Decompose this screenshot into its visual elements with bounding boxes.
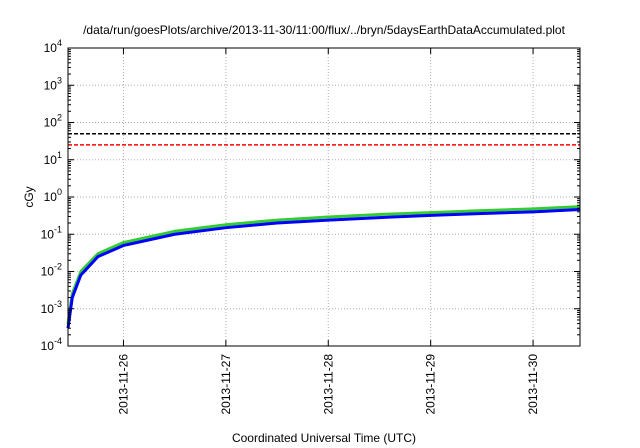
x-tick-label: 2013-11-27 <box>219 354 233 415</box>
series-group <box>66 132 581 329</box>
y-tick-label-exponent: 0 <box>57 187 62 197</box>
y-tick-label-base: 10 <box>41 302 55 316</box>
y-tick-label: 104 <box>44 38 62 55</box>
y-tick-label: 10-3 <box>41 299 62 316</box>
y-tick-label-exponent: -2 <box>54 262 62 272</box>
x-axis-title: Coordinated Universal Time (UTC) <box>232 431 416 445</box>
chart-title: /data/run/goesPlots/archive/2013-11-30/1… <box>83 23 566 37</box>
y-tick-label-base: 10 <box>41 227 55 241</box>
y-tick-label-base: 10 <box>44 153 58 167</box>
x-tick-label: 2013-11-28 <box>321 354 335 415</box>
y-tick-label-base: 10 <box>44 190 58 204</box>
x-tick-label: 2013-11-29 <box>424 354 438 415</box>
y-tick-label-exponent: -4 <box>54 336 62 346</box>
y-tick-label-base: 10 <box>44 78 58 92</box>
y-tick-label: 10-2 <box>41 262 62 279</box>
grid <box>68 48 580 346</box>
y-tick-label-exponent: 4 <box>57 38 62 48</box>
y-tick-label-base: 10 <box>44 41 58 55</box>
plot-frame <box>67 47 581 347</box>
y-tick-label-exponent: 2 <box>57 113 62 123</box>
y-tick-label-exponent: -1 <box>54 224 62 234</box>
y-tick-label: 101 <box>44 150 62 167</box>
y-axis-title: cGy <box>22 186 36 207</box>
series-line-2 <box>66 208 581 329</box>
y-tick-label: 103 <box>44 75 62 92</box>
y-tick-label-exponent: 3 <box>57 75 62 85</box>
axes-group: 10-410-310-210-11001011021031042013-11-2… <box>41 38 581 415</box>
series-line-1 <box>66 205 581 324</box>
x-tick-label: 2013-11-30 <box>526 354 540 415</box>
y-tick-label: 100 <box>44 187 62 204</box>
y-tick-label: 102 <box>44 113 62 130</box>
y-tick-label-exponent: 1 <box>57 150 62 160</box>
y-tick-label-base: 10 <box>41 339 55 353</box>
y-tick-label-base: 10 <box>41 265 55 279</box>
y-tick-label: 10-1 <box>41 224 62 241</box>
y-tick-label: 10-4 <box>41 336 62 353</box>
x-tick-label: 2013-11-26 <box>116 354 130 415</box>
y-tick-label-base: 10 <box>44 116 58 130</box>
y-tick-label-exponent: -3 <box>54 299 62 309</box>
